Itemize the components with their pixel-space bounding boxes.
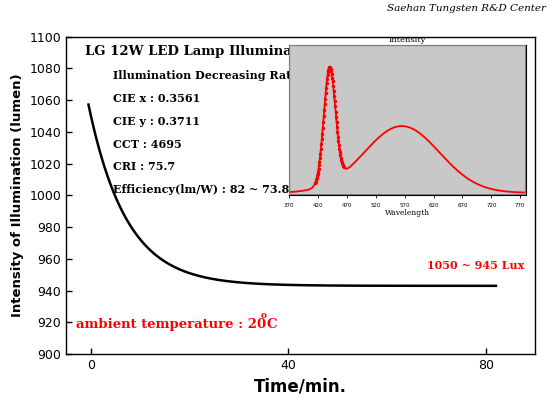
- Text: CRI : 75.7: CRI : 75.7: [113, 162, 176, 173]
- Text: C: C: [266, 318, 277, 331]
- Text: ambient temperature : 20: ambient temperature : 20: [76, 318, 266, 331]
- X-axis label: Time/min.: Time/min.: [254, 378, 347, 396]
- Y-axis label: Intensity of Illumination (lumen): Intensity of Illumination (lumen): [11, 74, 24, 317]
- Text: 1050 ~ 945 Lux: 1050 ~ 945 Lux: [427, 260, 524, 271]
- Text: CIE y : 0.3711: CIE y : 0.3711: [113, 116, 200, 127]
- Text: Illumination Decreasing Rate(%) : 10: Illumination Decreasing Rate(%) : 10: [113, 70, 347, 81]
- Text: CCT : 4695: CCT : 4695: [113, 138, 182, 149]
- Text: o: o: [261, 311, 267, 320]
- Text: Saehan Tungsten R&D Center: Saehan Tungsten R&D Center: [388, 4, 546, 13]
- Text: LG 12W LED Lamp Illumination Test: LG 12W LED Lamp Illumination Test: [85, 45, 356, 57]
- Text: Efficiency(lm/W) : 82 ~ 73.8 lm/W: Efficiency(lm/W) : 82 ~ 73.8 lm/W: [113, 184, 326, 195]
- Text: CIE x : 0.3561: CIE x : 0.3561: [113, 93, 200, 104]
